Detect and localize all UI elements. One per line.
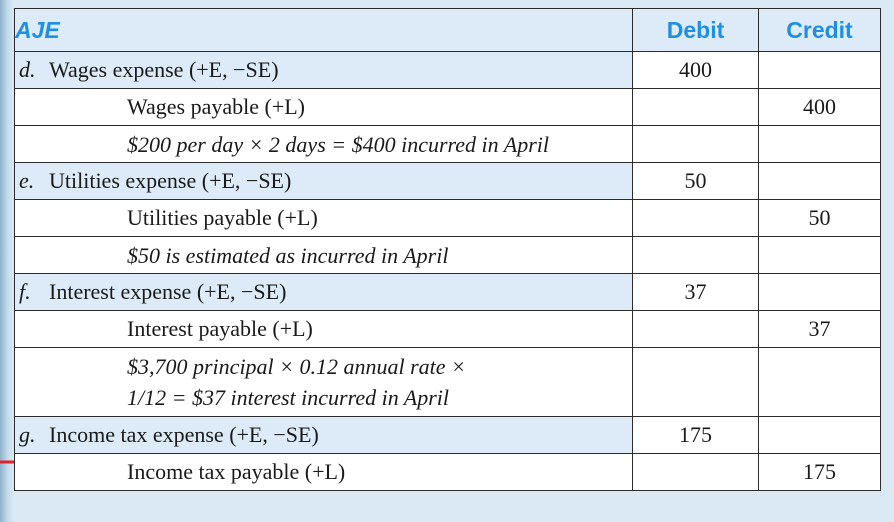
table-row: Utilities payable (+L) 50 [14,199,881,237]
aje-header: AJE [14,8,633,52]
account-name: Wages expense (+E, −SE) [49,57,279,82]
note-text: $200 per day × 2 days = $400 incurred in… [127,131,549,157]
account-name: Wages payable (+L) [14,88,633,126]
credit-cell [758,347,881,417]
credit-cell [758,236,881,274]
entry-letter: g. [19,422,36,447]
note-line: 1/12 = $37 interest incurred in April [127,385,450,410]
entry-note: $200 per day × 2 days = $400 incurred in… [14,125,633,163]
entry-account: d. Wages expense (+E, −SE) [14,51,633,89]
table-row: $200 per day × 2 days = $400 incurred in… [14,125,881,163]
table-row: f. Interest expense (+E, −SE) 37 [14,273,881,311]
debit-cell [632,310,759,348]
entry-letter: e. [19,168,35,193]
debit-cell: 400 [632,51,759,89]
table-header-row: AJE Debit Credit [14,8,881,52]
table-row: $3,700 principal × 0.12 annual rate × 1/… [14,347,881,417]
account-name: Utilities payable (+L) [14,199,633,237]
credit-cell: 50 [758,199,881,237]
account-name: Utilities expense (+E, −SE) [49,168,292,193]
table-row: Wages payable (+L) 400 [14,88,881,126]
entry-letter: f. [19,279,31,304]
table-row: Interest payable (+L) 37 [14,310,881,348]
credit-header: Credit [758,8,881,52]
entry-note: $3,700 principal × 0.12 annual rate × 1/… [14,347,633,417]
table-row: Income tax payable (+L) 175 [14,453,881,491]
table-row: $50 is estimated as incurred in April [14,236,881,274]
debit-cell [632,125,759,163]
credit-cell [758,51,881,89]
entry-account: g. Income tax expense (+E, −SE) [14,416,633,454]
debit-cell [632,199,759,237]
debit-cell [632,88,759,126]
table-row: d. Wages expense (+E, −SE) 400 [14,51,881,89]
credit-cell: 175 [758,453,881,491]
credit-cell [758,273,881,311]
account-name: Income tax payable (+L) [14,453,633,491]
credit-cell [758,125,881,163]
credit-cell [758,162,881,200]
debit-cell: 175 [632,416,759,454]
note-line: $3,700 principal × 0.12 annual rate × [127,354,466,379]
account-name: Interest payable (+L) [14,310,633,348]
entry-note: $50 is estimated as incurred in April [14,236,633,274]
entry-account: e. Utilities expense (+E, −SE) [14,162,633,200]
debit-header: Debit [632,8,759,52]
table-row: e. Utilities expense (+E, −SE) 50 [14,162,881,200]
account-name: Interest expense (+E, −SE) [49,279,287,304]
credit-cell: 400 [758,88,881,126]
note-text: $50 is estimated as incurred in April [127,242,449,268]
debit-cell [632,347,759,417]
aje-table: AJE Debit Credit d. Wages expense (+E, −S… [14,8,881,491]
debit-cell [632,453,759,491]
table-row: g. Income tax expense (+E, −SE) 175 [14,416,881,454]
debit-cell: 50 [632,162,759,200]
credit-cell: 37 [758,310,881,348]
entry-account: f. Interest expense (+E, −SE) [14,273,633,311]
account-name: Income tax expense (+E, −SE) [49,422,319,447]
credit-cell [758,416,881,454]
entry-letter: d. [19,57,36,82]
debit-cell [632,236,759,274]
debit-cell: 37 [632,273,759,311]
